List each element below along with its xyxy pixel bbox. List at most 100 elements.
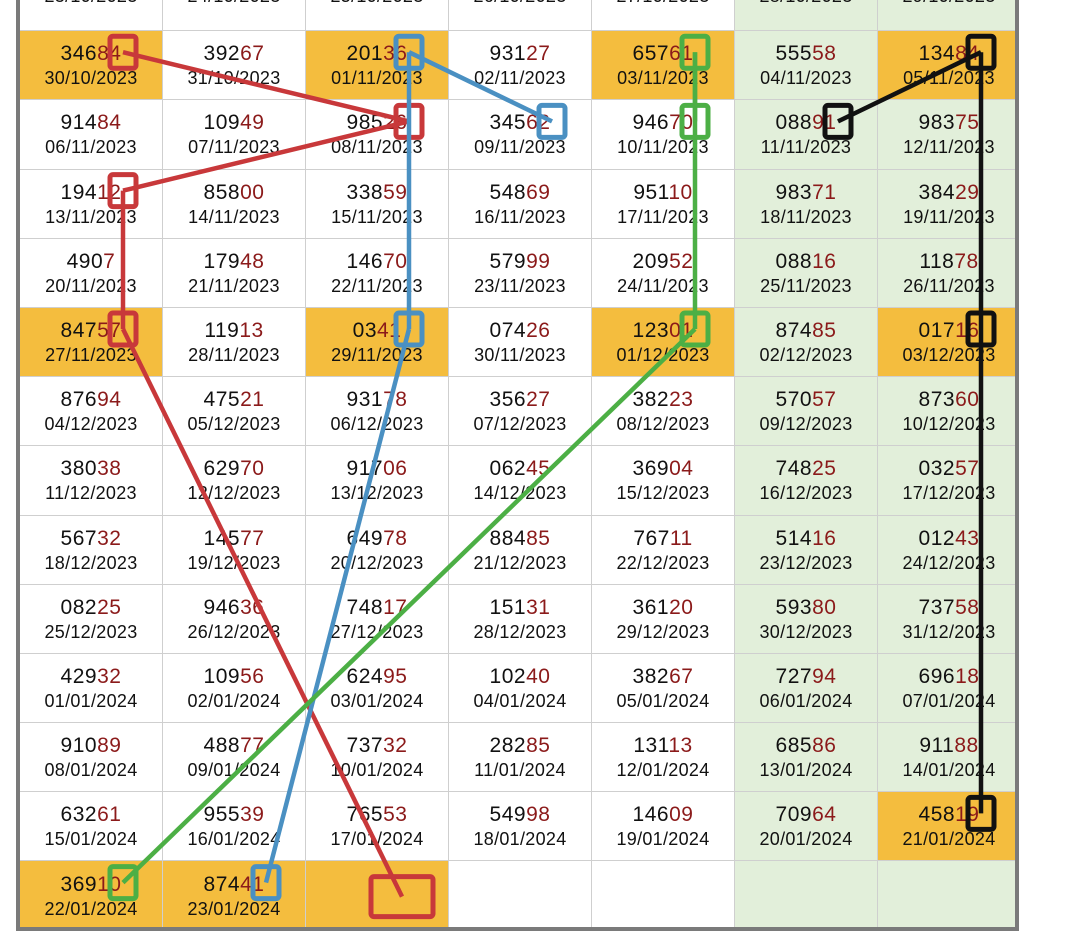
number-tail: 89 <box>97 734 122 758</box>
result-date: 06/12/2023 <box>330 414 424 435</box>
number-tail: 57 <box>955 457 980 481</box>
number-tail: 84 <box>97 42 122 66</box>
number-tail: 10 <box>97 872 122 896</box>
result-cell: 26/10/2023 <box>449 0 592 32</box>
result-cell: 76553 17/01/2024 <box>306 792 449 862</box>
result-number: 87360 <box>919 387 980 413</box>
result-date: 02/11/2023 <box>474 68 566 89</box>
number-head: 151 <box>489 595 527 619</box>
result-number: 10949 <box>204 110 265 136</box>
result-number: 28285 <box>490 733 551 759</box>
number-tail: 43 <box>955 526 980 550</box>
number-head: 946 <box>203 595 241 619</box>
result-cell: 74825 16/12/2023 <box>735 446 878 516</box>
number-head: 380 <box>60 457 98 481</box>
result-number: 63261 <box>61 802 122 828</box>
result-number: 70964 <box>776 802 837 828</box>
number-head: 369 <box>632 457 670 481</box>
result-number: 74825 <box>776 456 837 482</box>
result-date: 08/11/2023 <box>331 137 423 158</box>
number-head: 194 <box>60 180 98 204</box>
number-head: 012 <box>918 526 956 550</box>
result-date: 12/01/2024 <box>616 760 710 781</box>
number-tail: 85 <box>526 526 551 550</box>
result-cell: 33859 15/11/2023 <box>306 169 449 239</box>
result-number: 39267 <box>204 41 265 67</box>
result-date: 05/01/2024 <box>616 690 710 711</box>
number-head: 876 <box>60 388 98 412</box>
number-tail: 01 <box>669 319 694 343</box>
number-head: 123 <box>632 319 670 343</box>
number-tail: 16 <box>812 526 837 550</box>
number-head: 951 <box>633 180 669 204</box>
result-cell: 38267 05/01/2024 <box>592 653 735 724</box>
number-head: 088 <box>775 111 813 135</box>
result-number: 72794 <box>776 664 837 690</box>
result-date: 28/11/2023 <box>188 345 280 366</box>
result-date: 28/10/2023 <box>759 0 852 7</box>
result-date: 03/01/2024 <box>330 690 424 711</box>
number-head: 873 <box>918 388 956 412</box>
result-cell: 29/10/2023 <box>878 0 1015 32</box>
number-tail: 06 <box>383 457 408 481</box>
number-tail: 78 <box>954 249 979 273</box>
number-head: 074 <box>489 319 527 343</box>
result-number: 91706 <box>347 456 408 482</box>
number-head: 384 <box>918 180 956 204</box>
result-date: 05/11/2023 <box>903 68 995 89</box>
result-cell: 45819 21/01/2024 <box>878 792 1015 862</box>
number-head: 548 <box>489 180 527 204</box>
number-tail: 85 <box>526 734 551 758</box>
result-date: 29/10/2023 <box>902 0 995 7</box>
result-number: 74817 <box>347 595 408 621</box>
result-number: 87694 <box>61 387 122 413</box>
number-head: 03 <box>352 319 377 343</box>
result-number: 93178 <box>347 387 408 413</box>
result-date: 09/12/2023 <box>759 414 853 435</box>
number-head: 748 <box>775 457 813 481</box>
result-date: 09/11/2023 <box>474 137 566 158</box>
result-cell: 62495 03/01/2024 <box>306 653 449 724</box>
result-cell: 36904 15/12/2023 <box>592 446 735 516</box>
number-head: 985 <box>346 111 384 135</box>
result-date: 12/11/2023 <box>903 137 995 158</box>
result-cell: 91706 13/12/2023 <box>306 446 449 516</box>
result-cell: 14609 19/01/2024 <box>592 792 735 862</box>
result-cell: 28/10/2023 <box>735 0 878 32</box>
number-head: 874 <box>203 872 241 896</box>
result-cell <box>449 861 592 927</box>
number-tail: 41 <box>377 319 402 343</box>
result-cell: 38223 08/12/2023 <box>592 377 735 447</box>
result-cell: 07426 30/11/2023 <box>449 307 592 378</box>
result-cell: 38429 19/11/2023 <box>878 169 1015 239</box>
number-tail: 85 <box>812 319 837 343</box>
number-tail: 77 <box>240 734 265 758</box>
result-number: 38223 <box>633 387 694 413</box>
result-number: 01716 <box>919 318 980 344</box>
number-head: 858 <box>203 180 241 204</box>
number-tail: 91 <box>812 111 837 135</box>
result-cell: 20136 01/11/2023 <box>306 31 449 101</box>
result-number: 13484 <box>919 41 980 67</box>
result-cell: 91484 06/11/2023 <box>20 100 163 170</box>
number-tail: 16 <box>812 249 837 273</box>
result-date: 30/12/2023 <box>759 621 853 642</box>
number-head: 282 <box>489 734 527 758</box>
result-date: 19/12/2023 <box>187 552 281 573</box>
result-cell: 57057 09/12/2023 <box>735 377 878 447</box>
number-head: 017 <box>918 319 956 343</box>
number-head: 514 <box>775 526 813 550</box>
result-date: 18/01/2024 <box>473 829 567 850</box>
result-date: 11/11/2023 <box>760 137 852 158</box>
result-number: 73758 <box>919 595 980 621</box>
number-tail: 53 <box>383 803 408 827</box>
number-tail: 36 <box>240 595 265 619</box>
result-number: 38429 <box>919 180 980 206</box>
number-head: 709 <box>775 803 813 827</box>
result-date: 02/01/2024 <box>187 690 281 711</box>
result-cell: 94670 10/11/2023 <box>592 100 735 170</box>
number-head: 624 <box>346 664 384 688</box>
result-number: 76553 <box>347 802 408 828</box>
result-cell: 15131 28/12/2023 <box>449 584 592 654</box>
result-number: 54869 <box>490 180 551 206</box>
